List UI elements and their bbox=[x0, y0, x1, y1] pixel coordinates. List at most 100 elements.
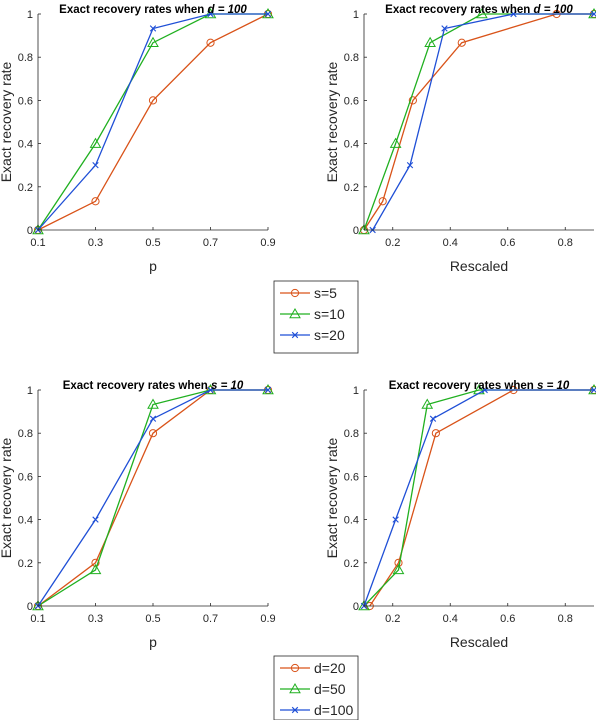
y-tick-label: 0.2 bbox=[344, 558, 359, 570]
y-axis-label: Exact recovery rate bbox=[324, 437, 340, 558]
y-tick-label: 0.8 bbox=[18, 52, 33, 64]
data-point bbox=[457, 38, 466, 47]
data-point bbox=[392, 563, 405, 575]
y-tick-label: 0.4 bbox=[18, 139, 33, 151]
plot-area bbox=[38, 14, 268, 230]
data-point bbox=[392, 516, 399, 523]
y-tick-label: 1 bbox=[27, 385, 33, 397]
x-tick-label: 0.7 bbox=[203, 237, 218, 249]
x-axis-label: p bbox=[149, 634, 157, 650]
data-point bbox=[510, 10, 517, 18]
x-tick-label: 0.7 bbox=[203, 613, 218, 625]
chart-title-prefix: Exact recovery rates when bbox=[385, 4, 533, 16]
chart-title-param: s = 10 bbox=[537, 380, 570, 392]
legend-box bbox=[273, 655, 359, 720]
y-tick-label: 0.2 bbox=[18, 182, 33, 194]
legend-label: s=5 bbox=[314, 285, 337, 301]
chart-panel: 0.1 0.3 0.5 0.7 0.9 0 0.2 0.4 0.6 0.8 1 p Exact reco… bbox=[0, 4, 276, 274]
y-tick-label: 1 bbox=[353, 9, 359, 21]
legend-marker bbox=[290, 288, 300, 298]
data-point bbox=[89, 137, 102, 148]
data-point bbox=[207, 10, 214, 18]
data-point bbox=[147, 36, 159, 47]
legend-marker bbox=[291, 331, 299, 339]
legend-label: s=10 bbox=[314, 306, 345, 322]
legend-label: d=20 bbox=[314, 660, 346, 676]
data-point bbox=[424, 36, 436, 47]
chart-title-param: s = 10 bbox=[211, 380, 244, 392]
y-axis-label: Exact recovery rate bbox=[0, 437, 14, 558]
legend-marker bbox=[290, 663, 300, 673]
legend-label: d=50 bbox=[314, 681, 346, 697]
chart-panel: 0.2 0.4 0.6 0.8 0 0.2 0.4 0.6 0.8 1 Rescaled Exact … bbox=[324, 4, 596, 274]
y-tick-label: 0 bbox=[27, 225, 33, 237]
chart-panel: 0.2 0.4 0.6 0.8 0 0.2 0.4 0.6 0.8 1 Rescaled Exact … bbox=[324, 380, 596, 650]
y-tick-label: 0.4 bbox=[344, 139, 359, 151]
y-axis-label: Exact recovery rate bbox=[0, 61, 14, 182]
legend-label: s=20 bbox=[314, 327, 345, 343]
data-point bbox=[378, 197, 387, 206]
data-point bbox=[429, 415, 437, 422]
data-point bbox=[476, 7, 488, 19]
y-tick-label: 0 bbox=[353, 601, 359, 613]
x-axis-label: Rescaled bbox=[450, 634, 508, 650]
chart-title-prefix: Exact recovery rates when bbox=[59, 4, 207, 16]
x-tick-label: 0.9 bbox=[260, 237, 275, 249]
x-tick-label: 0.8 bbox=[558, 613, 573, 625]
chart-title: Exact recovery rates when d = 100 bbox=[385, 4, 573, 16]
data-point bbox=[149, 25, 157, 32]
x-tick-label: 0.1 bbox=[30, 237, 45, 249]
data-point bbox=[148, 429, 158, 438]
data-point bbox=[89, 563, 102, 575]
y-tick-label: 0.8 bbox=[18, 428, 33, 440]
data-point bbox=[147, 398, 159, 409]
y-tick-label: 0 bbox=[353, 225, 359, 237]
data-point bbox=[358, 599, 370, 611]
chart-title: Exact recovery rates when s = 10 bbox=[63, 380, 244, 392]
x-tick-label: 0.9 bbox=[260, 613, 275, 625]
data-point bbox=[481, 386, 488, 394]
data-point bbox=[264, 386, 272, 394]
y-tick-label: 0.8 bbox=[344, 52, 359, 64]
x-axis-label: Rescaled bbox=[450, 258, 508, 274]
series-line bbox=[37, 13, 269, 231]
data-point bbox=[32, 223, 44, 235]
x-tick-label: 0.1 bbox=[30, 613, 45, 625]
data-point bbox=[91, 197, 100, 206]
x-tick-label: 0.6 bbox=[500, 613, 515, 625]
chart-title: Exact recovery rates when d = 100 bbox=[59, 4, 247, 16]
y-tick-label: 0.6 bbox=[344, 471, 359, 483]
x-tick-label: 0.2 bbox=[385, 237, 400, 249]
data-point bbox=[207, 386, 214, 394]
y-tick-label: 0.8 bbox=[344, 428, 359, 440]
x-tick-label: 0.8 bbox=[558, 237, 573, 249]
data-point bbox=[264, 10, 272, 18]
chart-title-param: d = 100 bbox=[207, 4, 247, 16]
x-tick-label: 0.5 bbox=[145, 613, 160, 625]
legend-marker bbox=[291, 706, 299, 714]
data-point bbox=[91, 558, 100, 567]
data-point bbox=[389, 137, 402, 148]
data-point bbox=[406, 162, 414, 169]
y-tick-label: 0.4 bbox=[344, 515, 359, 527]
x-tick-label: 0.3 bbox=[88, 613, 103, 625]
x-tick-label: 0.4 bbox=[443, 613, 458, 625]
plot-area bbox=[38, 390, 268, 606]
y-tick-label: 0.4 bbox=[18, 515, 33, 527]
data-point bbox=[148, 96, 158, 105]
y-tick-label: 0.6 bbox=[18, 95, 33, 107]
data-point bbox=[408, 96, 417, 105]
data-point bbox=[206, 38, 215, 47]
data-point bbox=[358, 223, 370, 235]
data-point bbox=[92, 516, 99, 523]
data-point bbox=[149, 415, 157, 422]
legend-marker bbox=[289, 682, 301, 694]
chart-title-param: d = 100 bbox=[533, 4, 573, 16]
y-tick-label: 0.6 bbox=[344, 95, 359, 107]
data-point bbox=[92, 162, 99, 169]
x-axis-label: p bbox=[149, 258, 157, 274]
x-tick-label: 0.3 bbox=[88, 237, 103, 249]
y-tick-label: 0.2 bbox=[18, 558, 33, 570]
legend: d=20 d=50 d=100 bbox=[273, 655, 359, 720]
